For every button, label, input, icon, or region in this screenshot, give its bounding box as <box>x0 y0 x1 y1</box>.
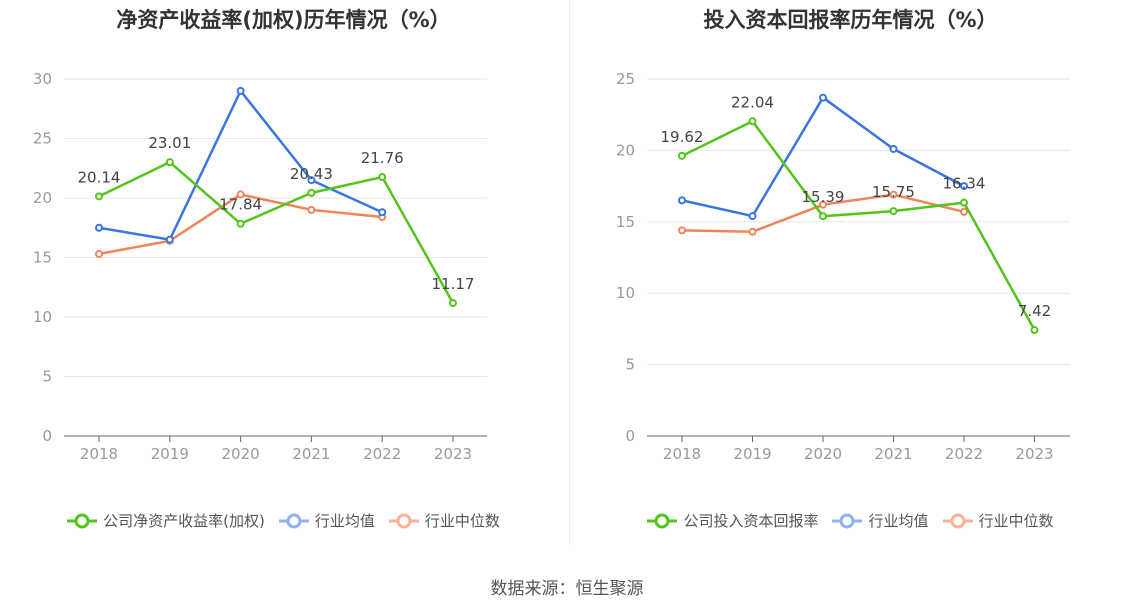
data-point-median[interactable] <box>307 205 316 214</box>
roe-plot: 0 5 10 15 20 25 30 2018 2019 2020 2021 2022 2023 20.1… <box>33 70 487 463</box>
x-tick-label: 2023 <box>1015 445 1053 463</box>
legend-label: 行业均值 <box>314 512 375 530</box>
panel-divider <box>569 0 570 545</box>
data-point-company[interactable] <box>678 151 686 160</box>
legend-label: 行业中位数 <box>424 512 500 530</box>
data-point-avg[interactable] <box>378 208 387 217</box>
x-tick-label: 2019 <box>733 445 771 463</box>
legend-item-median[interactable]: 行业中位数 <box>388 510 500 531</box>
x-tick-label: 2020 <box>222 445 260 463</box>
legend-item-median[interactable]: 行业中位数 <box>942 510 1054 531</box>
x-tick-label: 2022 <box>945 445 983 463</box>
x-tick-label: 2022 <box>363 445 401 463</box>
chart-legend: 公司净资产收益率(加权) 行业均值 行业中位数 <box>0 510 567 531</box>
series-line-avg <box>98 89 383 241</box>
roe-chart-panel: 净资产收益率(加权)历年情况（%） 0 5 10 15 20 25 30 2018 2019 20… <box>0 0 567 560</box>
x-tick-label: 2019 <box>151 445 189 463</box>
data-point-avg[interactable] <box>889 144 898 153</box>
roic-plot: 0 5 10 15 20 25 2018 2019 2020 2021 2022 2023 19.62 2… <box>616 70 1070 463</box>
chart-legend: 公司投入资本回报率 行业均值 行业中位数 <box>567 510 1134 531</box>
y-tick-label: 0 <box>625 427 635 445</box>
data-label: 15.39 <box>802 188 845 206</box>
data-label: 20.43 <box>290 165 333 183</box>
data-point-median[interactable] <box>236 190 245 199</box>
data-point-median[interactable] <box>960 207 968 216</box>
legend-median-marker-icon <box>942 513 973 528</box>
roic-chart-panel: 投入资本回报率历年情况（%） 0 5 10 15 20 25 2018 2019 2020 202… <box>567 0 1134 560</box>
data-point-company[interactable] <box>819 212 827 221</box>
data-label: 7.42 <box>1018 302 1051 320</box>
y-tick-label: 0 <box>42 427 52 445</box>
y-tick-label: 20 <box>33 189 52 207</box>
y-tick-label: 30 <box>33 70 52 88</box>
y-tick-label: 20 <box>616 141 635 159</box>
data-point-company[interactable] <box>378 173 387 182</box>
data-point-avg[interactable] <box>748 212 757 221</box>
series-line-company <box>681 120 1036 331</box>
data-label: 23.01 <box>148 134 191 152</box>
legend-median-marker-icon <box>388 513 419 528</box>
legend-item-avg[interactable]: 行业均值 <box>832 510 929 531</box>
x-tick-label: 2021 <box>292 445 330 463</box>
data-point-company[interactable] <box>449 299 457 308</box>
data-label: 20.14 <box>78 168 121 186</box>
y-tick-label: 15 <box>33 249 52 267</box>
x-tick-label: 2020 <box>804 445 842 463</box>
legend-label: 行业均值 <box>868 512 929 530</box>
data-point-avg[interactable] <box>678 196 686 205</box>
data-point-median[interactable] <box>95 249 103 258</box>
y-tick-label: 25 <box>616 70 635 88</box>
x-tick-label: 2018 <box>80 445 118 463</box>
data-source-label: 数据来源：恒生聚源 <box>490 579 644 599</box>
legend-company-marker-icon <box>647 513 678 528</box>
data-point-median[interactable] <box>748 227 757 236</box>
x-tick-label: 2018 <box>663 445 701 463</box>
legend-label: 公司投入资本回报率 <box>683 512 819 530</box>
data-point-avg[interactable] <box>960 182 968 191</box>
x-tick-label: 2023 <box>434 445 472 463</box>
series-line-company <box>98 160 455 304</box>
data-point-company[interactable] <box>1030 326 1039 335</box>
x-tick-label: 2021 <box>874 445 912 463</box>
data-label: 19.62 <box>661 128 704 146</box>
legend-company-marker-icon <box>67 513 98 528</box>
data-point-company[interactable] <box>95 192 103 201</box>
legend-label: 公司净资产收益率(加权) <box>103 512 265 530</box>
data-label: 11.17 <box>432 275 475 293</box>
legend-label: 行业中位数 <box>978 512 1054 530</box>
chart-title: 投入资本回报率历年情况（%） <box>703 8 998 32</box>
y-tick-label: 10 <box>616 284 635 302</box>
y-tick-label: 10 <box>33 308 52 326</box>
data-point-median[interactable] <box>819 200 827 209</box>
y-tick-label: 5 <box>42 368 52 386</box>
y-tick-label: 5 <box>625 356 635 374</box>
y-tick-label: 15 <box>616 213 635 231</box>
chart-title: 净资产收益率(加权)历年情况（%） <box>116 8 451 32</box>
data-point-company[interactable] <box>889 207 898 216</box>
data-point-avg[interactable] <box>819 93 827 102</box>
data-label: 16.34 <box>943 175 986 193</box>
data-label: 22.04 <box>731 93 774 111</box>
data-point-avg[interactable] <box>95 223 103 232</box>
legend-item-company[interactable]: 公司投入资本回报率 <box>647 510 818 531</box>
data-point-company[interactable] <box>960 198 968 207</box>
data-point-company[interactable] <box>236 219 245 228</box>
data-point-median[interactable] <box>889 190 898 199</box>
data-label: 21.76 <box>361 149 404 167</box>
legend-item-company[interactable]: 公司净资产收益率(加权) <box>67 510 265 531</box>
legend-avg-marker-icon <box>278 513 309 528</box>
legend-item-avg[interactable]: 行业均值 <box>278 510 375 531</box>
data-label: 17.84 <box>219 196 262 214</box>
data-point-company[interactable] <box>307 188 316 197</box>
legend-avg-marker-icon <box>832 513 863 528</box>
data-point-avg[interactable] <box>165 235 174 244</box>
data-point-company[interactable] <box>748 117 757 126</box>
data-point-company[interactable] <box>165 158 174 167</box>
data-point-avg[interactable] <box>307 176 316 185</box>
y-tick-label: 25 <box>33 130 52 148</box>
data-point-median[interactable] <box>678 226 686 235</box>
data-point-avg[interactable] <box>236 86 245 95</box>
data-label: 15.75 <box>872 183 915 201</box>
